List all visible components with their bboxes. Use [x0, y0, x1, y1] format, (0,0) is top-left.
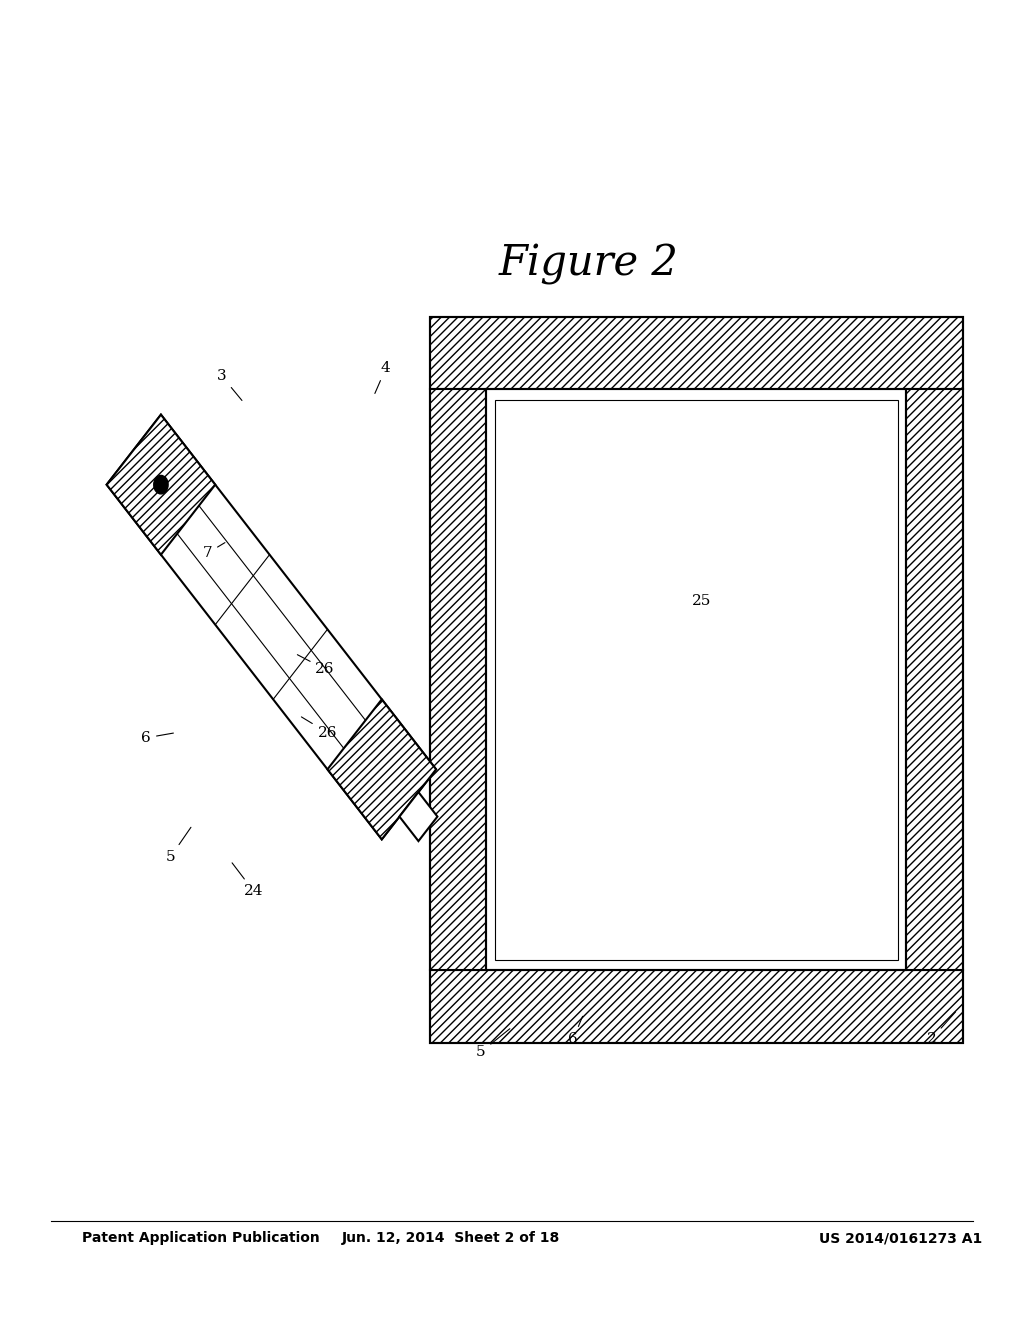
Text: 5: 5: [166, 828, 190, 863]
Bar: [106, 414, 436, 840]
Text: 26: 26: [297, 655, 335, 676]
Bar: [486, 389, 906, 970]
Text: 5: 5: [476, 1028, 510, 1059]
Text: Figure 2: Figure 2: [499, 243, 679, 285]
Bar: [399, 792, 437, 841]
Text: 3: 3: [217, 370, 242, 400]
Text: 26: 26: [301, 717, 337, 739]
Bar: [495, 400, 898, 960]
Circle shape: [154, 475, 168, 494]
Bar: [328, 700, 436, 840]
Text: Patent Application Publication: Patent Application Publication: [82, 1232, 319, 1245]
Text: 24: 24: [232, 863, 263, 898]
Bar: [430, 317, 963, 1043]
Text: 6: 6: [568, 1016, 583, 1045]
Bar: [495, 400, 898, 960]
Bar: [106, 414, 215, 554]
Text: 4: 4: [375, 362, 391, 393]
Bar: [430, 970, 963, 1043]
Bar: [430, 389, 486, 970]
Bar: [430, 317, 963, 389]
Text: Jun. 12, 2014  Sheet 2 of 18: Jun. 12, 2014 Sheet 2 of 18: [341, 1232, 560, 1245]
Text: US 2014/0161273 A1: US 2014/0161273 A1: [819, 1232, 983, 1245]
Text: 6: 6: [141, 731, 173, 744]
Bar: [906, 389, 963, 970]
Text: 7: 7: [203, 543, 225, 560]
Text: 2: 2: [927, 1012, 955, 1045]
Text: 25: 25: [692, 594, 711, 607]
